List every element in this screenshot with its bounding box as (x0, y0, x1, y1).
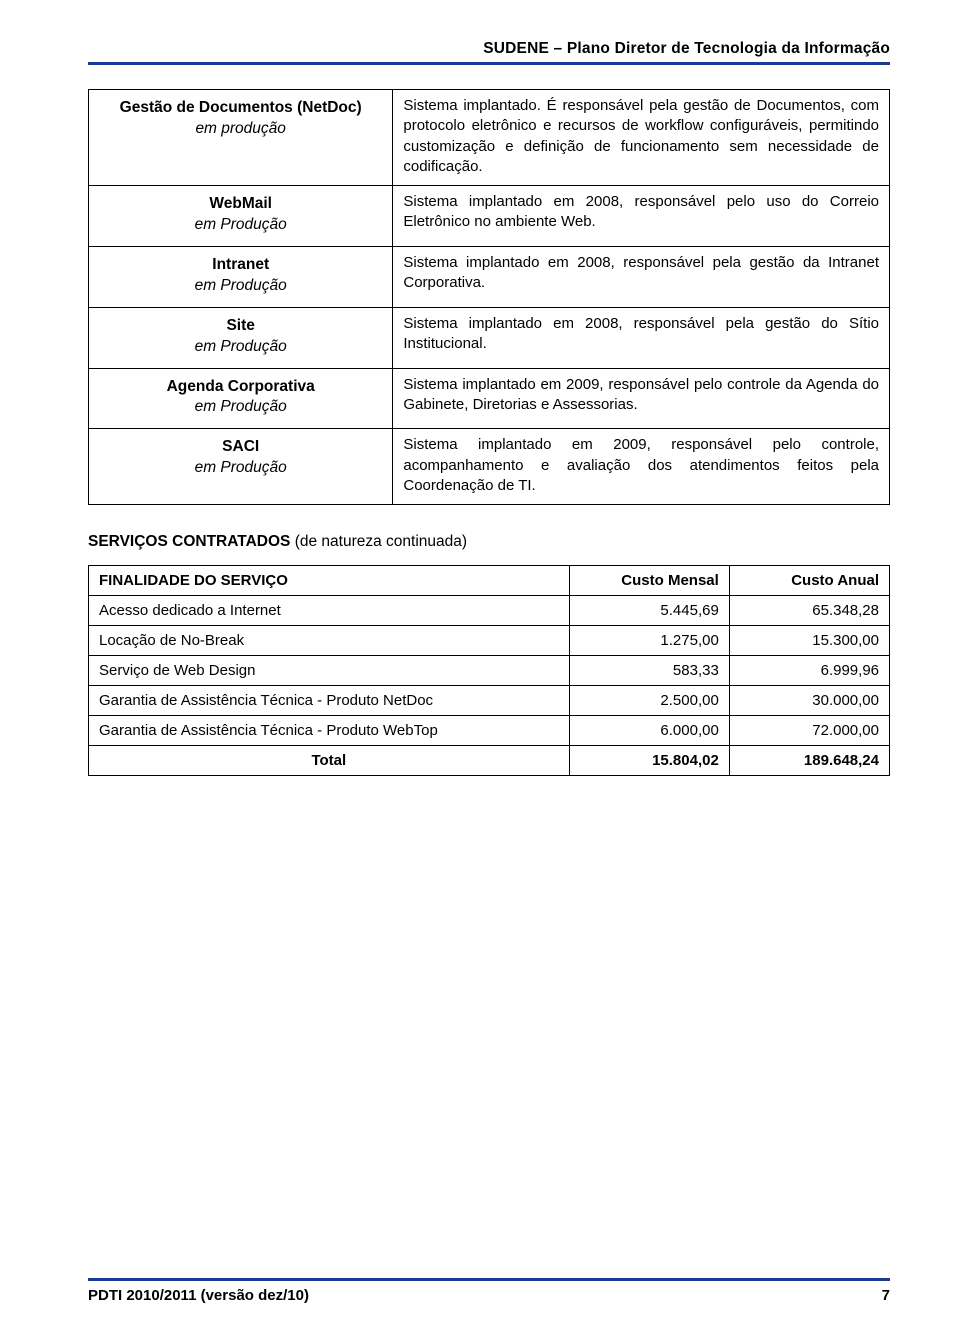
service-annual: 15.300,00 (729, 626, 889, 656)
service-monthly: 583,33 (569, 656, 729, 686)
system-left-cell: WebMailem Produção (89, 186, 393, 247)
service-monthly: 1.275,00 (569, 626, 729, 656)
system-status: em Produção (99, 337, 382, 358)
system-row: Gestão de Documentos (NetDoc)em produção… (89, 90, 890, 186)
service-monthly: 6.000,00 (569, 716, 729, 746)
service-monthly: 2.500,00 (569, 686, 729, 716)
service-name: Serviço de Web Design (89, 656, 570, 686)
services-header-row: FINALIDADE DO SERVIÇO Custo Mensal Custo… (89, 566, 890, 596)
system-status: em produção (99, 119, 382, 140)
service-annual: 65.348,28 (729, 596, 889, 626)
system-row: Agenda Corporativaem ProduçãoSistema imp… (89, 368, 890, 429)
services-table: FINALIDADE DO SERVIÇO Custo Mensal Custo… (88, 565, 890, 776)
col-header-service: FINALIDADE DO SERVIÇO (89, 566, 570, 596)
system-left-cell: Siteem Produção (89, 307, 393, 368)
system-status: em Produção (99, 458, 382, 479)
system-description: Sistema implantado em 2008, responsável … (393, 186, 890, 247)
system-name: WebMail (99, 194, 382, 215)
system-row: Siteem ProduçãoSistema implantado em 200… (89, 307, 890, 368)
total-monthly: 15.804,02 (569, 746, 729, 776)
service-name: Acesso dedicado a Internet (89, 596, 570, 626)
services-total-row: Total 15.804,02 189.648,24 (89, 746, 890, 776)
system-name: Intranet (99, 255, 382, 276)
header-rule (88, 62, 890, 65)
system-name: Site (99, 316, 382, 337)
system-row: WebMailem ProduçãoSistema implantado em … (89, 186, 890, 247)
col-header-monthly: Custo Mensal (569, 566, 729, 596)
document-header: SUDENE – Plano Diretor de Tecnologia da … (88, 40, 890, 58)
service-monthly: 5.445,69 (569, 596, 729, 626)
service-name: Locação de No-Break (89, 626, 570, 656)
page-footer: PDTI 2010/2011 (versão dez/10) 7 (88, 1278, 890, 1304)
system-description: Sistema implantado em 2009, responsável … (393, 368, 890, 429)
system-row: Intranetem ProduçãoSistema implantado em… (89, 246, 890, 307)
service-row: Serviço de Web Design583,336.999,96 (89, 656, 890, 686)
system-left-cell: Agenda Corporativaem Produção (89, 368, 393, 429)
system-name: Agenda Corporativa (99, 377, 382, 398)
system-name: SACI (99, 437, 382, 458)
system-name: Gestão de Documentos (NetDoc) (99, 98, 382, 119)
service-name: Garantia de Assistência Técnica - Produt… (89, 686, 570, 716)
service-name: Garantia de Assistência Técnica - Produt… (89, 716, 570, 746)
service-row: Garantia de Assistência Técnica - Produt… (89, 686, 890, 716)
service-annual: 30.000,00 (729, 686, 889, 716)
system-left-cell: Intranetem Produção (89, 246, 393, 307)
footer-rule (88, 1278, 890, 1281)
section-title-rest: (de natureza continuada) (290, 533, 467, 550)
service-row: Locação de No-Break1.275,0015.300,00 (89, 626, 890, 656)
footer-left: PDTI 2010/2011 (versão dez/10) (88, 1287, 309, 1304)
system-status: em Produção (99, 397, 382, 418)
service-annual: 72.000,00 (729, 716, 889, 746)
system-description: Sistema implantado. É responsável pela g… (393, 90, 890, 186)
system-status: em Produção (99, 276, 382, 297)
system-left-cell: Gestão de Documentos (NetDoc)em produção (89, 90, 393, 186)
systems-table: Gestão de Documentos (NetDoc)em produção… (88, 89, 890, 505)
system-row: SACIem ProduçãoSistema implantado em 200… (89, 429, 890, 505)
section-title: SERVIÇOS CONTRATADOS (de natureza contin… (88, 533, 890, 551)
system-left-cell: SACIem Produção (89, 429, 393, 505)
col-header-annual: Custo Anual (729, 566, 889, 596)
footer-page-number: 7 (882, 1287, 890, 1304)
service-row: Garantia de Assistência Técnica - Produt… (89, 716, 890, 746)
service-row: Acesso dedicado a Internet5.445,6965.348… (89, 596, 890, 626)
total-label: Total (89, 746, 570, 776)
total-annual: 189.648,24 (729, 746, 889, 776)
section-title-bold: SERVIÇOS CONTRATADOS (88, 533, 290, 550)
system-description: Sistema implantado em 2008, responsável … (393, 307, 890, 368)
system-status: em Produção (99, 215, 382, 236)
service-annual: 6.999,96 (729, 656, 889, 686)
system-description: Sistema implantado em 2008, responsável … (393, 246, 890, 307)
system-description: Sistema implantado em 2009, responsável … (393, 429, 890, 505)
